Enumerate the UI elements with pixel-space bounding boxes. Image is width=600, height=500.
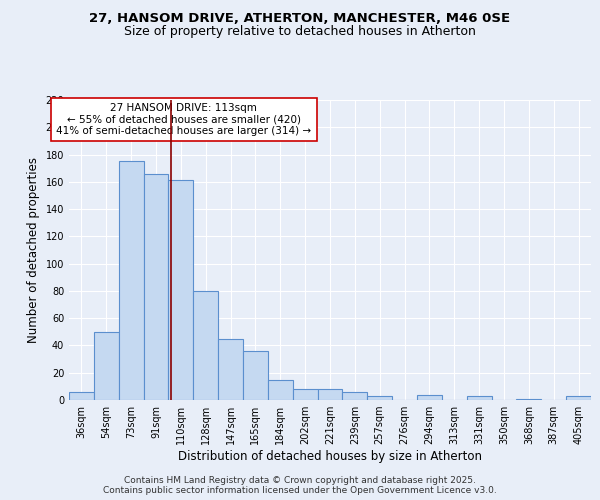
Bar: [119, 162, 143, 400]
Bar: [143, 174, 169, 400]
Text: 27, HANSOM DRIVE, ATHERTON, MANCHESTER, M46 0SE: 27, HANSOM DRIVE, ATHERTON, MANCHESTER, …: [89, 12, 511, 26]
Bar: [467, 396, 491, 400]
Y-axis label: Number of detached properties: Number of detached properties: [27, 157, 40, 343]
Text: 27 HANSOM DRIVE: 113sqm
← 55% of detached houses are smaller (420)
41% of semi-d: 27 HANSOM DRIVE: 113sqm ← 55% of detache…: [56, 103, 311, 136]
Text: Size of property relative to detached houses in Atherton: Size of property relative to detached ho…: [124, 25, 476, 38]
Bar: [566, 396, 591, 400]
Bar: [218, 338, 243, 400]
Bar: [343, 392, 367, 400]
Bar: [169, 180, 193, 400]
Bar: [94, 332, 119, 400]
Bar: [293, 389, 317, 400]
Bar: [417, 394, 442, 400]
Bar: [367, 396, 392, 400]
Bar: [517, 398, 541, 400]
Bar: [69, 392, 94, 400]
Bar: [268, 380, 293, 400]
Bar: [193, 291, 218, 400]
Text: Contains HM Land Registry data © Crown copyright and database right 2025.
Contai: Contains HM Land Registry data © Crown c…: [103, 476, 497, 495]
X-axis label: Distribution of detached houses by size in Atherton: Distribution of detached houses by size …: [178, 450, 482, 463]
Bar: [317, 389, 343, 400]
Bar: [243, 351, 268, 400]
